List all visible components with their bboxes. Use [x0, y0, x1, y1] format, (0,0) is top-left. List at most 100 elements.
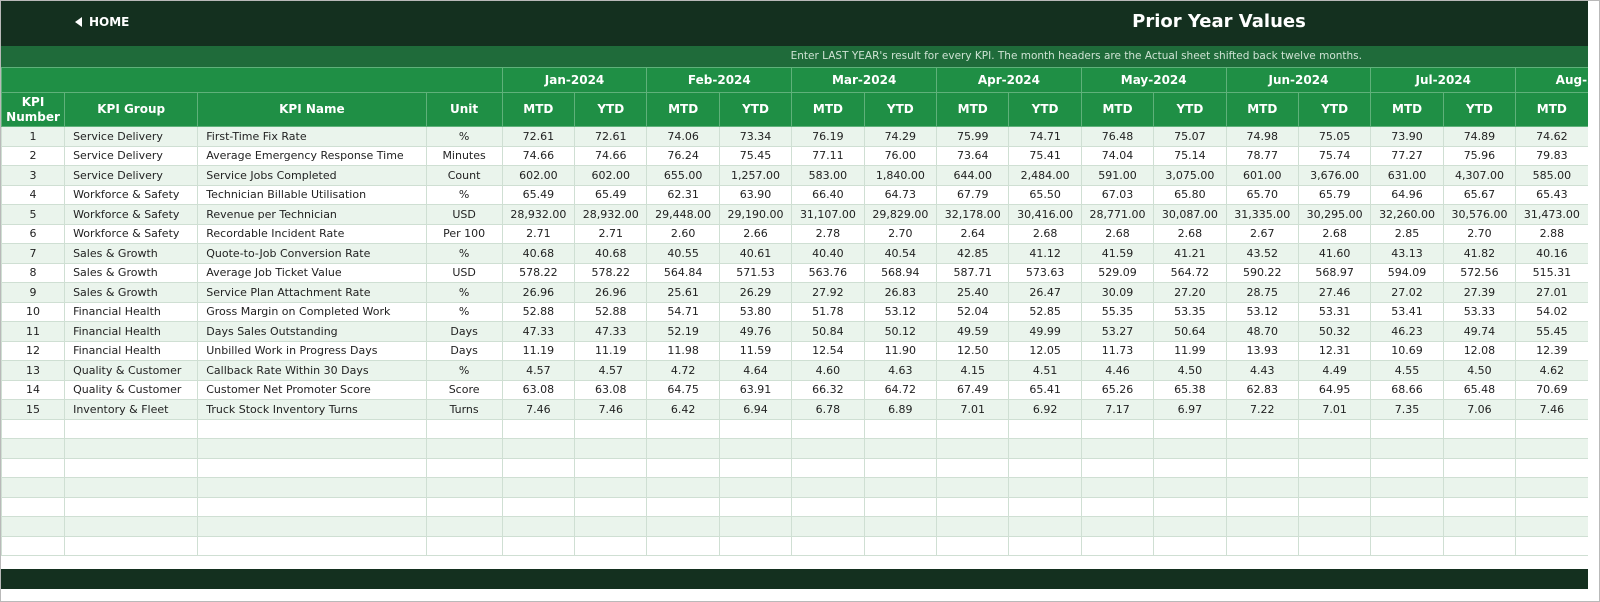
empty-cell — [1, 438, 66, 459]
kpi-value: 41.12 — [1008, 243, 1082, 264]
kpi-row: 13 Quality & Customer Callback Rate Within… — [1, 360, 1588, 381]
kpi-value: 68.66 — [1370, 379, 1444, 400]
kpi-value: 27.39 — [1442, 282, 1517, 303]
empty-cell — [1008, 535, 1082, 556]
kpi-value: 564.84 — [646, 262, 720, 283]
kpi-value: 601.00 — [1225, 165, 1299, 186]
kpi-value: 70.69 — [1515, 379, 1588, 400]
kpi-value: 27.01 — [1515, 282, 1588, 303]
kpi-value: 54.71 — [646, 301, 720, 322]
kpi-group: Sales & Growth — [64, 282, 199, 303]
empty-cell — [1225, 438, 1299, 459]
kpi-value: 27.20 — [1153, 282, 1227, 303]
empty-cell — [1515, 418, 1588, 439]
empty-cell — [936, 477, 1010, 498]
kpi-value: 64.96 — [1370, 184, 1444, 205]
kpi-value: 74.29 — [863, 126, 938, 147]
kpi-value: 578.22 — [501, 262, 576, 283]
kpi-value: 43.52 — [1225, 243, 1299, 264]
empty-cell — [718, 457, 793, 478]
sub-header: YTD — [1008, 92, 1082, 127]
empty-cell — [1225, 477, 1299, 498]
empty-cell — [1370, 496, 1444, 517]
empty-cell — [936, 418, 1010, 439]
empty-row — [1, 477, 1588, 498]
empty-cell — [1008, 418, 1082, 439]
kpi-value: 40.61 — [718, 243, 793, 264]
kpi-group: Service Delivery — [64, 126, 199, 147]
empty-cell — [501, 477, 576, 498]
kpi-value: 12.39 — [1515, 340, 1588, 361]
kpi-value: 65.43 — [1515, 184, 1588, 205]
kpi-value: 573.63 — [1008, 262, 1082, 283]
kpi-value: 75.74 — [1297, 145, 1372, 166]
month-header: Jun-2024 — [1225, 67, 1372, 93]
empty-cell — [1, 496, 66, 517]
kpi-value: 28,932.00 — [501, 204, 576, 225]
empty-cell — [64, 516, 199, 537]
kpi-value: 2.70 — [1442, 223, 1517, 244]
kpi-value: 1,840.00 — [863, 165, 938, 186]
empty-cell — [1297, 418, 1372, 439]
empty-cell — [1, 418, 66, 439]
kpi-value: 65.80 — [1153, 184, 1227, 205]
kpi-number: 4 — [1, 184, 66, 205]
empty-cell — [1297, 457, 1372, 478]
kpi-value: 4.57 — [574, 360, 648, 381]
kpi-value: 75.45 — [718, 145, 793, 166]
kpi-value: 2.78 — [791, 223, 865, 244]
empty-row — [1, 496, 1588, 517]
kpi-value: 53.31 — [1297, 301, 1372, 322]
kpi-unit: USD — [425, 204, 503, 225]
empty-row — [1, 457, 1588, 478]
kpi-value: 11.98 — [646, 340, 720, 361]
kpi-value: 4.15 — [936, 360, 1010, 381]
kpi-value: 40.16 — [1515, 243, 1588, 264]
kpi-value: 27.46 — [1297, 282, 1372, 303]
kpi-value: 41.82 — [1442, 243, 1517, 264]
kpi-value: 46.23 — [1370, 321, 1444, 342]
home-button[interactable]: HOME — [75, 15, 129, 29]
kpi-value: 49.99 — [1008, 321, 1082, 342]
kpi-value: 65.67 — [1442, 184, 1517, 205]
kpi-value: 568.94 — [863, 262, 938, 283]
kpi-value: 75.07 — [1153, 126, 1227, 147]
kpi-value: 2.67 — [1225, 223, 1299, 244]
empty-cell — [501, 516, 576, 537]
empty-cell — [1080, 496, 1155, 517]
kpi-value: 62.83 — [1225, 379, 1299, 400]
kpi-value: 26.29 — [718, 282, 793, 303]
kpi-value: 66.40 — [791, 184, 865, 205]
kpi-value: 26.96 — [574, 282, 648, 303]
kpi-value: 40.68 — [501, 243, 576, 264]
kpi-value: 52.88 — [501, 301, 576, 322]
empty-cell — [1370, 477, 1444, 498]
kpi-number: 11 — [1, 321, 66, 342]
empty-cell — [863, 535, 938, 556]
kpi-value: 529.09 — [1080, 262, 1155, 283]
empty-cell — [1297, 535, 1372, 556]
kpi-value: 64.75 — [646, 379, 720, 400]
empty-cell — [936, 516, 1010, 537]
kpi-value: 2.85 — [1370, 223, 1444, 244]
kpi-value: 515.31 — [1515, 262, 1588, 283]
kpi-unit: Minutes — [425, 145, 503, 166]
kpi-value: 2.60 — [646, 223, 720, 244]
kpi-value: 2.64 — [936, 223, 1010, 244]
home-label[interactable]: HOME — [89, 15, 130, 29]
kpi-value: 590.22 — [1225, 262, 1299, 283]
kpi-value: 32,178.00 — [936, 204, 1010, 225]
sub-header: MTD — [1080, 92, 1155, 127]
empty-cell — [1442, 516, 1517, 537]
kpi-value: 40.68 — [574, 243, 648, 264]
kpi-value: 65.38 — [1153, 379, 1227, 400]
kpi-value: 12.31 — [1297, 340, 1372, 361]
empty-cell — [936, 457, 1010, 478]
kpi-value: 28,771.00 — [1080, 204, 1155, 225]
empty-cell — [197, 477, 427, 498]
kpi-value: 30,576.00 — [1442, 204, 1517, 225]
empty-cell — [501, 535, 576, 556]
kpi-value: 4.50 — [1442, 360, 1517, 381]
sub-header: YTD — [863, 92, 938, 127]
kpi-unit: % — [425, 360, 503, 381]
